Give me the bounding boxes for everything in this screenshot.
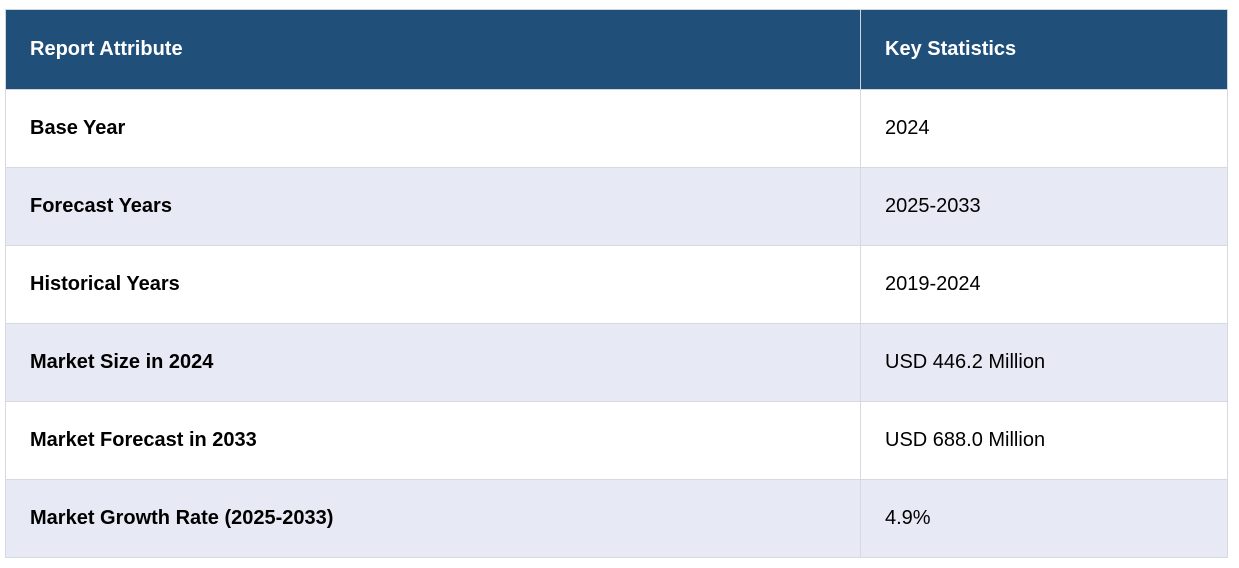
attribute-cell: Market Growth Rate (2025-2033): [5, 479, 861, 558]
value-cell: 2025-2033: [860, 167, 1228, 246]
attribute-cell: Historical Years: [5, 245, 861, 324]
table-row: Forecast Years 2025-2033: [5, 167, 1228, 246]
header-report-attribute: Report Attribute: [5, 9, 861, 90]
table-body: Base Year 2024 Forecast Years 2025-2033 …: [5, 89, 1228, 558]
attribute-cell: Base Year: [5, 89, 861, 168]
value-cell: 4.9%: [860, 479, 1228, 558]
header-row: Report Attribute Key Statistics: [5, 9, 1228, 90]
value-cell: USD 688.0 Million: [860, 401, 1228, 480]
value-cell: 2019-2024: [860, 245, 1228, 324]
table-row: Market Size in 2024 USD 446.2 Million: [5, 323, 1228, 402]
attribute-cell: Market Size in 2024: [5, 323, 861, 402]
table-row: Base Year 2024: [5, 89, 1228, 168]
table-header: Report Attribute Key Statistics: [5, 9, 1228, 90]
table-row: Market Forecast in 2033 USD 688.0 Millio…: [5, 401, 1228, 480]
attribute-cell: Market Forecast in 2033: [5, 401, 861, 480]
report-statistics-table: Report Attribute Key Statistics Base Yea…: [5, 9, 1228, 558]
table-row: Historical Years 2019-2024: [5, 245, 1228, 324]
value-cell: USD 446.2 Million: [860, 323, 1228, 402]
value-cell: 2024: [860, 89, 1228, 168]
attribute-cell: Forecast Years: [5, 167, 861, 246]
table-row: Market Growth Rate (2025-2033) 4.9%: [5, 479, 1228, 558]
header-key-statistics: Key Statistics: [860, 9, 1228, 90]
